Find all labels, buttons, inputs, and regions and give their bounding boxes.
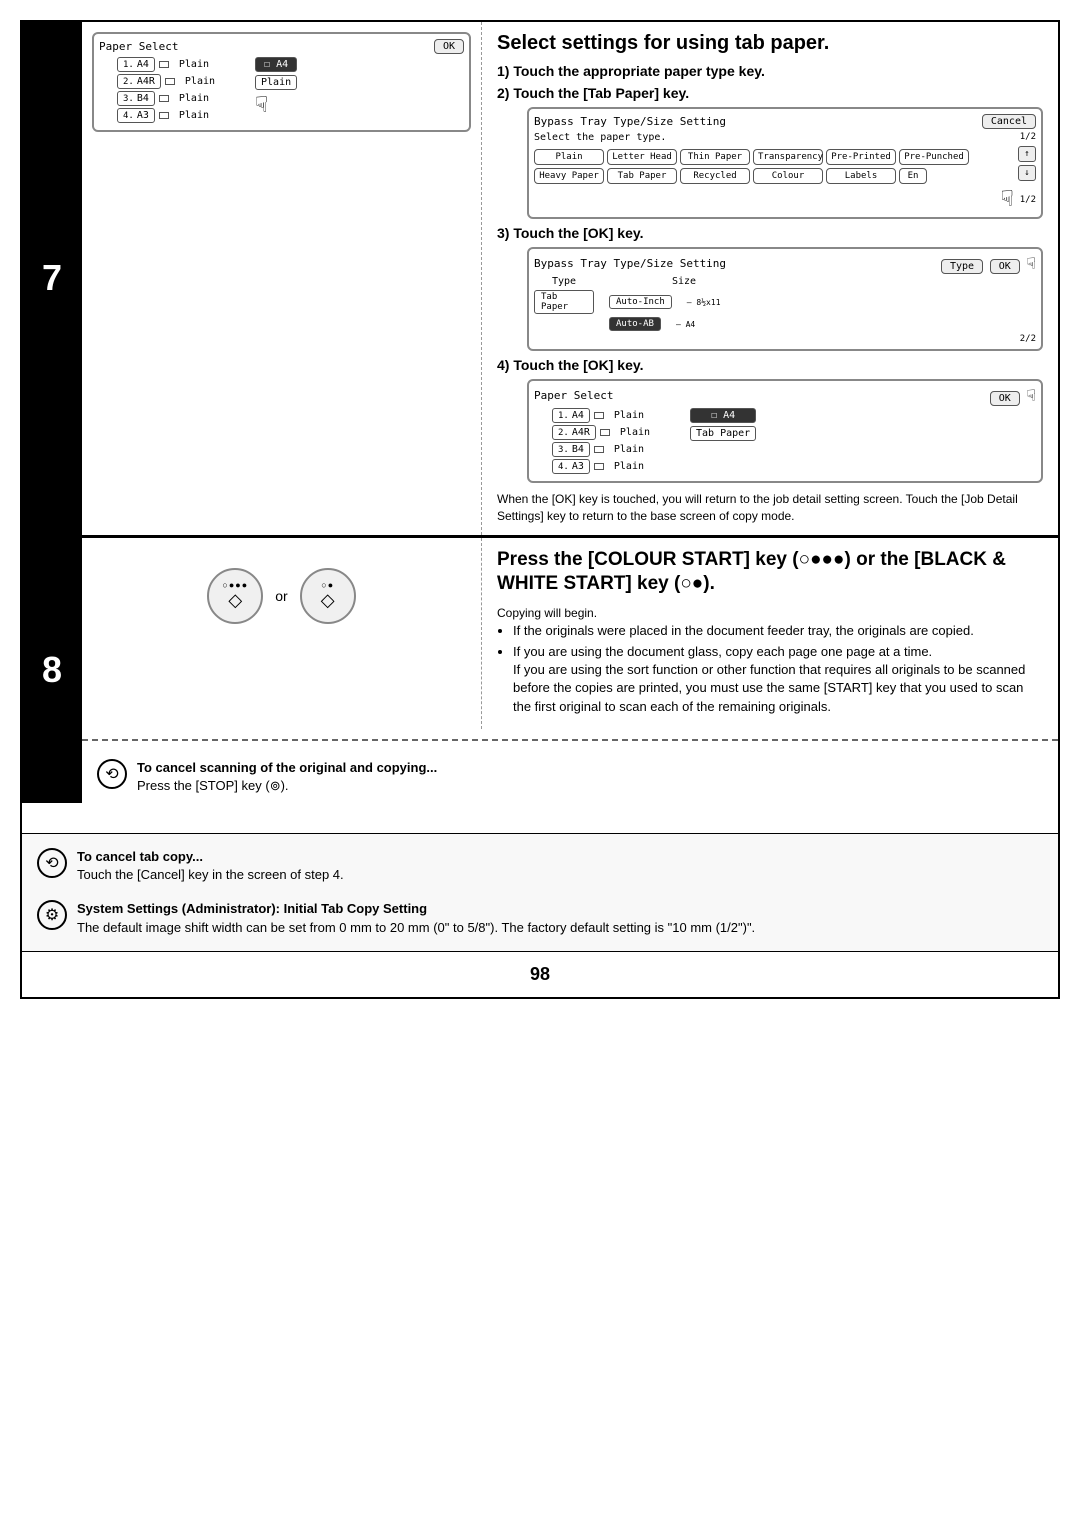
type-button[interactable]: Pre-Printed [826, 149, 896, 165]
panel-title: Paper Select [99, 40, 178, 53]
side-size-button[interactable]: ☐ A4 [690, 408, 756, 423]
substep-1: 1) Touch the appropriate paper type key. [497, 63, 1043, 79]
scroll-down-icon[interactable]: ↓ [1018, 165, 1036, 181]
cancel-icon: ⟲ [37, 848, 67, 878]
type-button[interactable]: Recycled [680, 168, 750, 184]
type-button[interactable]: Tab Paper [607, 168, 677, 184]
ok-button[interactable]: OK [990, 391, 1020, 406]
tray-icon [594, 412, 604, 419]
bw-start-button[interactable]: ○● ◇ [300, 568, 356, 624]
tray-icon [165, 78, 175, 85]
tray-icon [600, 429, 610, 436]
tray-icon [159, 112, 169, 119]
type-button[interactable]: Pre-Punched [899, 149, 969, 165]
type-button[interactable]: Letter Head [607, 149, 677, 165]
or-label: or [275, 588, 287, 604]
side-type-button[interactable]: Tab Paper [690, 426, 756, 441]
cancel-scan-text: Press the [STOP] key (⊚). [137, 777, 437, 795]
scroll-up-icon[interactable]: ↑ [1018, 146, 1036, 162]
type-button[interactable]: Colour [753, 168, 823, 184]
type-button[interactable]: Labels [826, 168, 896, 184]
bullet-item: If the originals were placed in the docu… [513, 622, 1043, 640]
substep-3: 3) Touch the [OK] key. [497, 225, 1043, 241]
type-button[interactable]: Heavy Paper [534, 168, 604, 184]
step-heading: Select settings for using tab paper. [497, 32, 1043, 55]
paper-select-panel-2: Paper Select OK ☟ 1.A4Plain 2.A4RPlain 3… [527, 379, 1043, 483]
tray-icon [159, 61, 169, 68]
copying-label: Copying will begin. [497, 605, 1043, 622]
type-button[interactable]: Thin Paper [680, 149, 750, 165]
cancel-tab-text: Touch the [Cancel] key in the screen of … [77, 866, 344, 884]
bw-dots-icon: ○● [321, 580, 334, 590]
hand-icon: ☟ [1026, 254, 1036, 273]
step-heading: Press the [COLOUR START] key (○●●●) or t… [497, 548, 1043, 597]
cancel-tab-title: To cancel tab copy... [77, 848, 344, 866]
auto-ab-button[interactable]: Auto-AB [609, 317, 661, 331]
type-button[interactable]: En [899, 168, 927, 184]
type-button[interactable]: Plain [534, 149, 604, 165]
type-button[interactable]: Type [941, 259, 983, 274]
tray-icon [594, 446, 604, 453]
hand-icon: ☟ [255, 93, 297, 118]
bypass-panel-1: Bypass Tray Type/Size Setting Cancel Sel… [527, 107, 1043, 219]
settings-icon: ⚙ [37, 900, 67, 930]
paper-select-panel: Paper Select OK 1.A4Plain 2.A4RPlain 3.B… [92, 32, 471, 132]
system-settings-text: The default image shift width can be set… [77, 919, 755, 937]
substep-2: 2) Touch the [Tab Paper] key. [497, 85, 1043, 101]
tray-icon [159, 95, 169, 102]
substep-4: 4) Touch the [OK] key. [497, 357, 1043, 373]
colour-dots-icon: ○●●● [222, 580, 248, 590]
cancel-scan-title: To cancel scanning of the original and c… [137, 759, 437, 777]
side-size-button[interactable]: ☐ A4 [255, 57, 297, 72]
tray-icon [594, 463, 604, 470]
side-type-button[interactable]: Plain [255, 75, 297, 90]
step-number: 8 [42, 649, 62, 691]
start-diamond-icon: ◇ [228, 590, 242, 611]
divider [82, 739, 1058, 741]
stop-icon: ⟲ [97, 759, 127, 789]
step-number: 7 [42, 257, 62, 299]
colour-start-button[interactable]: ○●●● ◇ [207, 568, 263, 624]
ok-button[interactable]: OK [434, 39, 464, 54]
type-button[interactable]: Transparency [753, 149, 823, 165]
start-diamond-icon: ◇ [321, 590, 335, 611]
hand-icon: ☟ [1026, 386, 1036, 405]
auto-inch-button[interactable]: Auto-Inch [609, 295, 672, 309]
cancel-button[interactable]: Cancel [982, 114, 1036, 129]
bullet-item: If you are using the document glass, cop… [513, 643, 1043, 716]
hand-icon: ☟ [1000, 187, 1013, 212]
page-number: 98 [22, 952, 1058, 997]
ok-button[interactable]: OK [990, 259, 1020, 274]
system-settings-title: System Settings (Administrator): Initial… [77, 900, 755, 918]
step-note: When the [OK] key is touched, you will r… [497, 491, 1043, 525]
bypass-panel-2: Bypass Tray Type/Size Setting Type OK ☟ … [527, 247, 1043, 351]
